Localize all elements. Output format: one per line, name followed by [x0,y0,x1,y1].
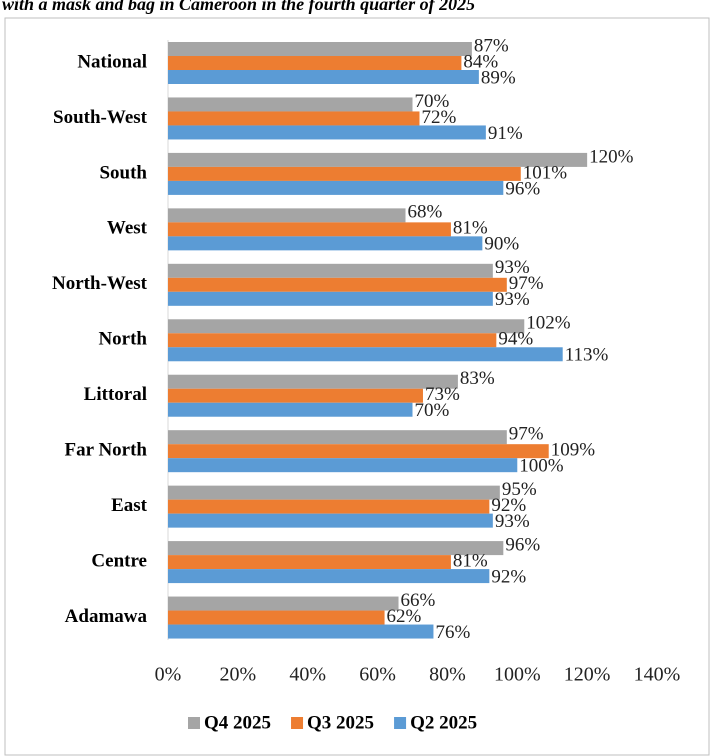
data-label: 72% [421,107,456,128]
data-label: 89% [481,67,516,88]
bar [168,222,451,237]
data-label: 93% [495,289,530,310]
bar [168,388,423,403]
bar [168,610,385,625]
data-label: 81% [453,550,488,571]
bar [168,97,413,112]
bar [168,166,521,181]
data-label: 73% [425,384,460,405]
data-label: 62% [387,606,422,627]
bar [168,541,504,556]
data-label: 66% [401,590,436,611]
bar [168,499,490,514]
bar [168,111,420,126]
data-label: 70% [415,400,450,421]
legend-swatch [291,717,304,729]
data-label: 97% [509,273,544,294]
category-label: Adamawa [65,606,148,627]
category-label: South [99,162,147,183]
bar [168,485,500,500]
bar [168,152,588,167]
bar [168,596,399,611]
data-label: 102% [526,313,571,334]
bar [168,291,493,306]
bar [168,263,493,278]
data-label: 96% [505,534,540,555]
bar [168,319,525,334]
bar [168,180,504,195]
data-label: 96% [505,178,540,199]
legend-label: Q4 2025 [204,712,271,733]
bar [168,430,507,445]
x-tick-label: 20% [220,664,257,686]
bar [168,624,434,639]
bar [168,555,451,570]
data-label: 76% [435,622,470,643]
bar [168,236,483,251]
data-label: 100% [519,456,564,477]
data-label: 68% [408,202,443,223]
data-label: 113% [565,345,609,366]
bar [168,569,490,584]
category-label: West [107,218,148,239]
category-label: South-West [53,107,148,128]
data-label: 120% [589,146,634,167]
bar [168,277,507,292]
bar [168,333,497,348]
data-label: 95% [502,479,537,500]
data-label: 70% [415,91,450,112]
bar [168,458,518,473]
x-tick-label: 100% [494,664,541,686]
legend-swatch [394,717,407,729]
category-label: North [98,329,147,350]
bar [168,513,493,528]
data-label: 94% [498,329,533,350]
x-tick-label: 80% [429,664,466,686]
category-label: East [111,495,148,516]
data-label: 90% [484,234,519,255]
bar [168,70,479,84]
bar [168,42,472,56]
legend-swatch [188,717,200,729]
category-label: National [77,51,147,72]
data-label: 91% [488,123,523,144]
category-label: North-West [52,273,148,294]
data-label: 93% [495,257,530,278]
data-label: 92% [491,566,526,587]
x-tick-label: 60% [359,664,396,686]
legend-label: Q3 2025 [307,712,374,733]
data-label: 81% [453,218,488,239]
x-tick-label: 0% [155,664,182,686]
chart-title: with a mask and bag in Cameroon in the f… [2,0,475,14]
bar [168,347,563,362]
category-label: Centre [91,550,147,571]
data-label: 93% [495,511,530,532]
bar [168,56,462,70]
x-tick-label: 120% [564,664,611,686]
data-label: 92% [491,495,526,516]
x-tick-label: 140% [634,664,681,686]
bar [168,444,549,459]
data-label: 87% [474,35,509,56]
data-label: 83% [460,368,495,389]
category-label: Far North [65,440,148,461]
data-label: 97% [509,424,544,445]
category-label: Littoral [84,384,147,405]
data-label: 84% [463,51,498,72]
data-label: 101% [523,162,568,183]
legend-label: Q2 2025 [410,712,477,733]
x-tick-label: 40% [289,664,326,686]
bar [168,402,413,417]
bar [168,374,458,389]
bar [168,208,406,223]
data-label: 109% [551,440,596,461]
bar [168,125,486,140]
